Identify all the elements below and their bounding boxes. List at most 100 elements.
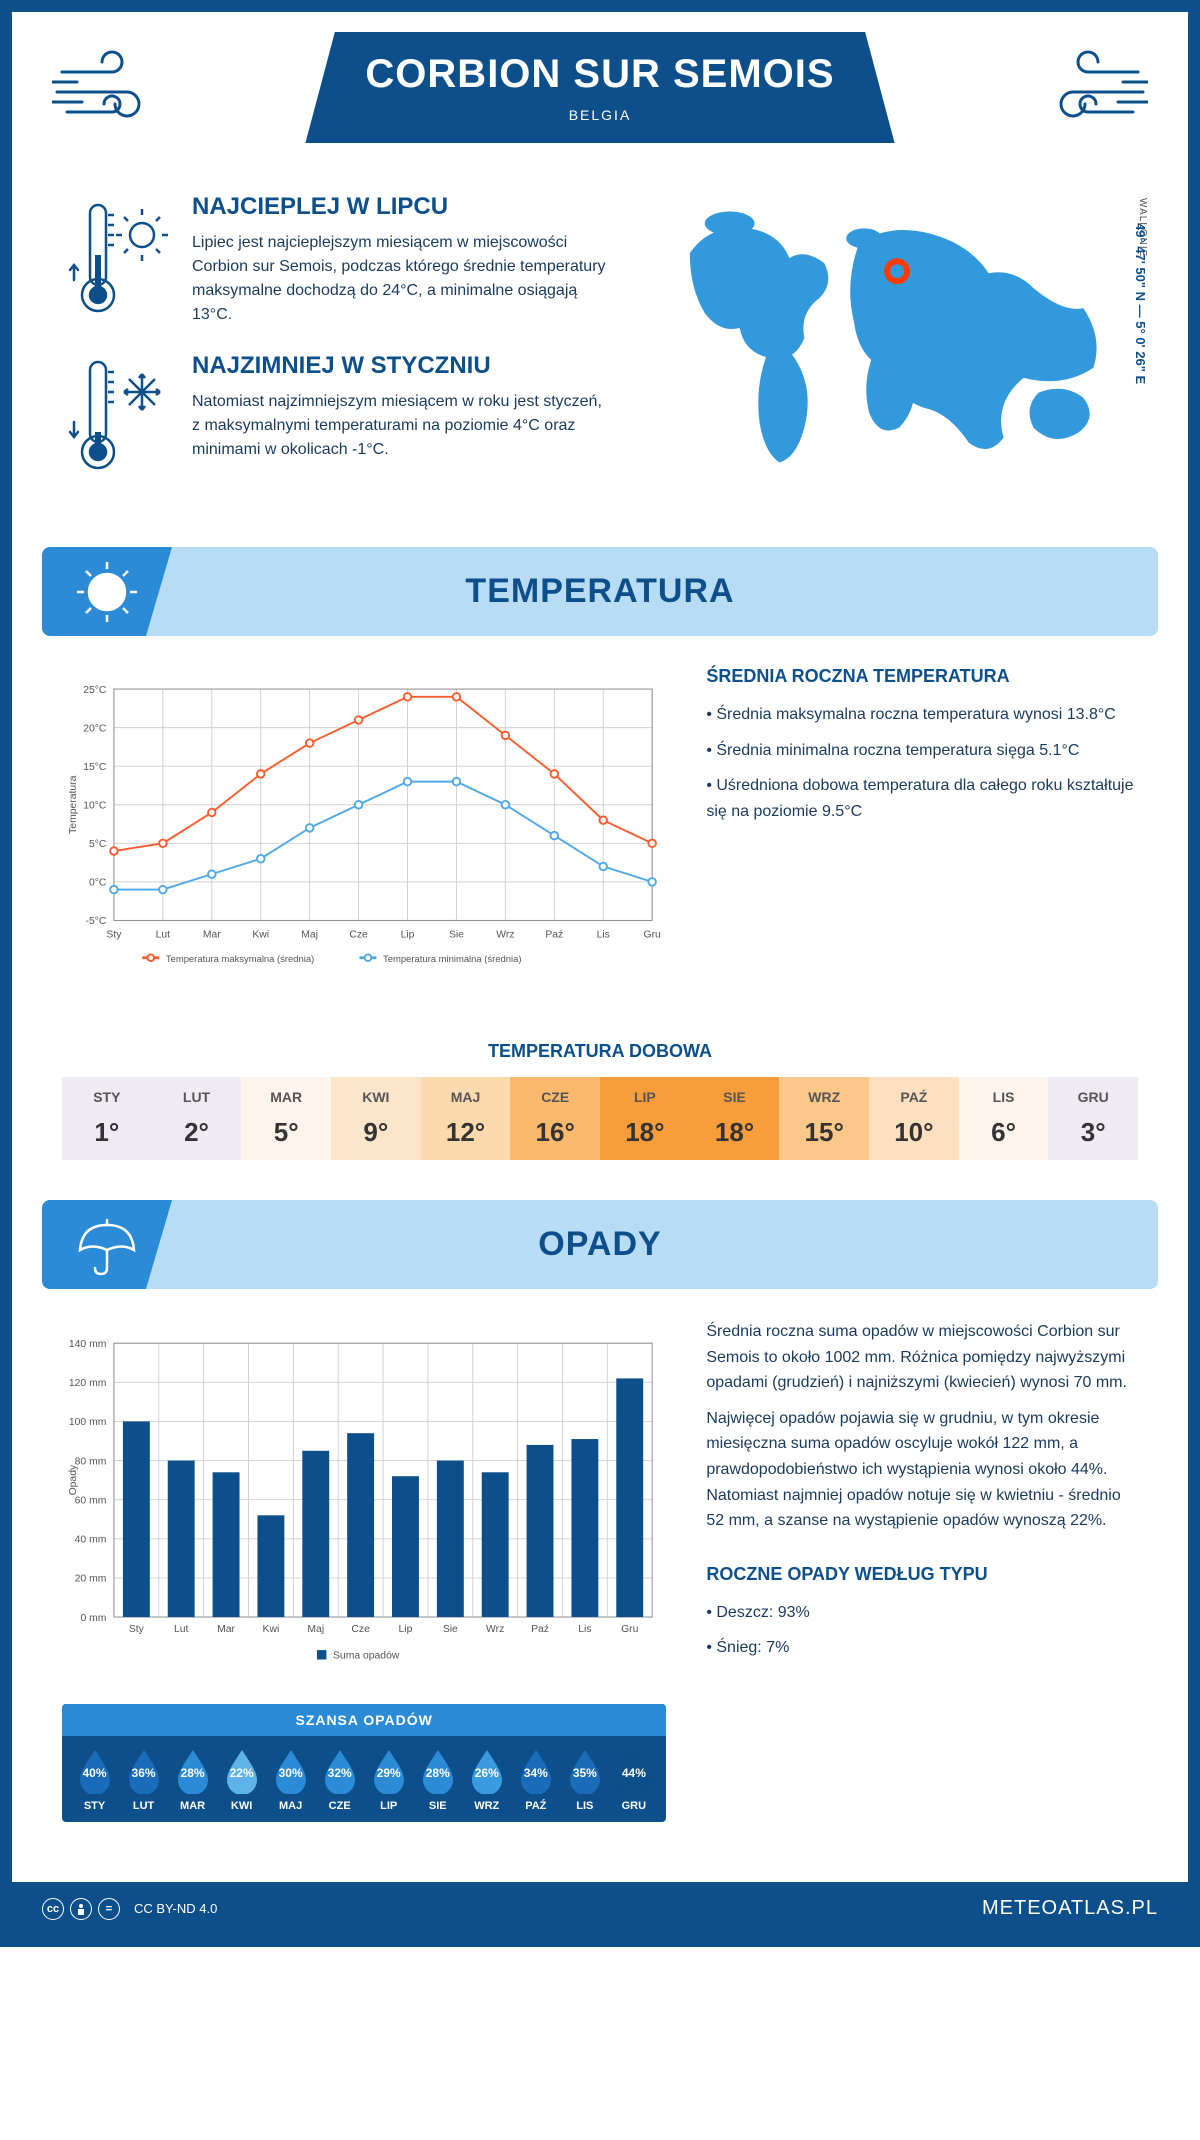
world-map-icon <box>640 193 1138 473</box>
temperature-title: TEMPERATURA <box>72 572 1128 611</box>
svg-text:Mar: Mar <box>217 1624 235 1635</box>
license-block: cc = CC BY-ND 4.0 <box>42 1898 217 1920</box>
svg-text:Kwi: Kwi <box>252 929 269 940</box>
daily-temp-heatmap: STY 1°LUT 2°MAR 5°KWI 9°MAJ 12°CZE 16°LI… <box>62 1077 1138 1160</box>
chance-percent: 28% <box>181 1766 205 1780</box>
heatmap-value: 15° <box>779 1117 869 1148</box>
svg-text:Lut: Lut <box>156 929 171 940</box>
precipitation-bar-chart: 0 mm20 mm40 mm60 mm80 mm100 mm120 mm140 … <box>62 1319 666 1679</box>
page-title: CORBION SUR SEMOIS <box>365 52 834 97</box>
heatmap-month: STY <box>62 1089 152 1105</box>
infographic-frame: CORBION SUR SEMOIS BELGIA <box>0 0 1200 1947</box>
svg-text:20°C: 20°C <box>83 723 107 734</box>
map-column: WALLONIE 49° 47' 50" N — 5° 0' 26" E <box>640 193 1138 507</box>
heatmap-month: CZE <box>510 1089 600 1105</box>
svg-text:10°C: 10°C <box>83 801 107 812</box>
svg-text:Kwi: Kwi <box>263 1624 280 1635</box>
heatmap-cell: LIS 6° <box>959 1077 1049 1160</box>
chance-month: LIS <box>560 1800 609 1812</box>
umbrella-icon-block <box>42 1200 172 1289</box>
warmest-text: Lipiec jest najcieplejszym miesiącem w m… <box>192 231 610 327</box>
heatmap-value: 3° <box>1048 1117 1138 1148</box>
chance-title: SZANSA OPADÓW <box>62 1704 666 1736</box>
svg-text:-5°C: -5°C <box>86 916 107 927</box>
heatmap-month: SIE <box>690 1089 780 1105</box>
svg-text:20 mm: 20 mm <box>75 1574 107 1585</box>
svg-text:Wrz: Wrz <box>496 929 514 940</box>
chance-percent: 22% <box>230 1766 254 1780</box>
intro-text-column: NAJCIEPLEJ W LIPCU Lipiec jest najcieple… <box>62 193 610 507</box>
svg-text:Mar: Mar <box>203 929 221 940</box>
svg-text:Maj: Maj <box>301 929 318 940</box>
chance-cell: 22% KWI <box>217 1748 266 1812</box>
warmest-title: NAJCIEPLEJ W LIPCU <box>192 193 610 221</box>
svg-text:140 mm: 140 mm <box>69 1339 106 1350</box>
umbrella-icon <box>72 1210 142 1280</box>
intro-section: NAJCIEPLEJ W LIPCU Lipiec jest najcieple… <box>12 173 1188 547</box>
raindrop-icon: 28% <box>174 1748 212 1794</box>
svg-text:Lut: Lut <box>174 1624 189 1635</box>
raindrop-icon: 28% <box>419 1748 457 1794</box>
chance-month: STY <box>70 1800 119 1812</box>
heatmap-month: LUT <box>152 1089 242 1105</box>
cc-icon: cc <box>42 1898 64 1920</box>
chance-month: LIP <box>364 1800 413 1812</box>
svg-text:Gru: Gru <box>621 1624 639 1635</box>
footer: cc = CC BY-ND 4.0 METEOATLAS.PL <box>12 1882 1188 1935</box>
chance-cell: 32% CZE <box>315 1748 364 1812</box>
chance-percent: 35% <box>573 1766 597 1780</box>
precipitation-section-header: OPADY <box>42 1200 1158 1289</box>
heatmap-cell: GRU 3° <box>1048 1077 1138 1160</box>
raindrop-icon: 44% <box>615 1748 653 1794</box>
heatmap-cell: LUT 2° <box>152 1077 242 1160</box>
precip-type-title: ROCZNE OPADY WEDŁUG TYPU <box>706 1564 1138 1585</box>
chance-percent: 30% <box>279 1766 303 1780</box>
chance-percent: 34% <box>524 1766 548 1780</box>
raindrop-icon: 40% <box>76 1748 114 1794</box>
heatmap-value: 10° <box>869 1117 959 1148</box>
precipitation-title: OPADY <box>72 1225 1128 1264</box>
chance-percent: 28% <box>426 1766 450 1780</box>
heatmap-month: KWI <box>331 1089 421 1105</box>
chance-cell: 28% SIE <box>413 1748 462 1812</box>
title-banner: CORBION SUR SEMOIS BELGIA <box>305 32 894 143</box>
svg-text:Temperatura minimalna (średnia: Temperatura minimalna (średnia) <box>383 954 521 965</box>
heatmap-cell: KWI 9° <box>331 1077 421 1160</box>
chance-month: KWI <box>217 1800 266 1812</box>
heatmap-value: 18° <box>690 1117 780 1148</box>
wind-icon-right <box>1028 47 1148 137</box>
svg-text:Lip: Lip <box>399 1624 413 1635</box>
chance-cell: 26% WRZ <box>462 1748 511 1812</box>
raindrop-icon: 34% <box>517 1748 555 1794</box>
temp-summary-title: ŚREDNIA ROCZNA TEMPERATURA <box>706 666 1138 687</box>
header: CORBION SUR SEMOIS BELGIA <box>12 12 1188 173</box>
temperature-content: -5°C0°C5°C10°C15°C20°C25°CStyLutMarKwiMa… <box>12 636 1188 1021</box>
heatmap-month: LIS <box>959 1089 1049 1105</box>
chance-month: CZE <box>315 1800 364 1812</box>
svg-text:5°C: 5°C <box>89 839 107 850</box>
svg-text:Paź: Paź <box>545 929 563 940</box>
thermometer-cold-icon <box>62 352 172 482</box>
chance-percent: 26% <box>475 1766 499 1780</box>
chance-month: GRU <box>609 1800 658 1812</box>
raindrop-icon: 22% <box>223 1748 261 1794</box>
raindrop-icon: 32% <box>321 1748 359 1794</box>
heatmap-cell: PAŹ 10° <box>869 1077 959 1160</box>
chance-month: WRZ <box>462 1800 511 1812</box>
chance-percent: 44% <box>622 1766 646 1780</box>
heatmap-value: 9° <box>331 1117 421 1148</box>
svg-text:120 mm: 120 mm <box>69 1378 106 1389</box>
chance-percent: 29% <box>377 1766 401 1780</box>
wind-icon-left <box>52 47 172 137</box>
heatmap-value: 5° <box>241 1117 331 1148</box>
temperature-section-header: TEMPERATURA <box>42 547 1158 636</box>
by-icon <box>70 1898 92 1920</box>
heatmap-month: WRZ <box>779 1089 869 1105</box>
precip-text-1: Średnia roczna suma opadów w miejscowośc… <box>706 1319 1138 1396</box>
heatmap-cell: LIP 18° <box>600 1077 690 1160</box>
license-text: CC BY-ND 4.0 <box>134 1901 217 1916</box>
temperature-line-chart: -5°C0°C5°C10°C15°C20°C25°CStyLutMarKwiMa… <box>62 666 666 986</box>
heatmap-value: 1° <box>62 1117 152 1148</box>
svg-text:60 mm: 60 mm <box>75 1495 107 1506</box>
chance-cell: 28% MAR <box>168 1748 217 1812</box>
